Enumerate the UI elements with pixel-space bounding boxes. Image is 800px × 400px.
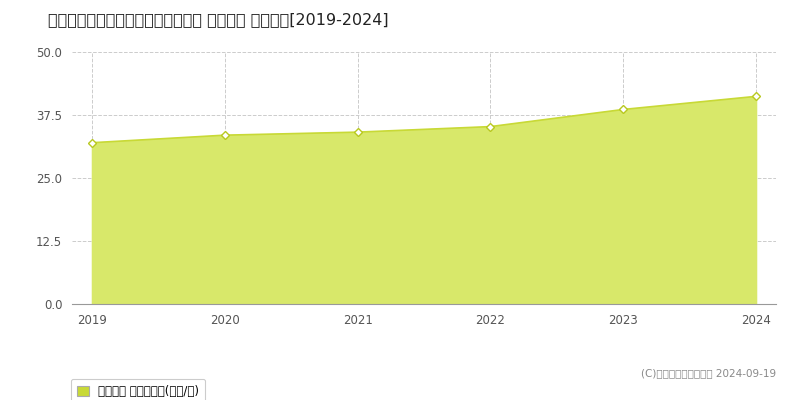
Legend: 基準地価 平均坪単価(万円/坪): 基準地価 平均坪単価(万円/坪) <box>71 379 205 400</box>
Text: (C)土地価格ドットコム 2024-09-19: (C)土地価格ドットコム 2024-09-19 <box>641 368 776 378</box>
Text: 福岡県那珂川市今光３丁目２４７番 基準地価 地価推移[2019-2024]: 福岡県那珂川市今光３丁目２４７番 基準地価 地価推移[2019-2024] <box>48 12 389 27</box>
